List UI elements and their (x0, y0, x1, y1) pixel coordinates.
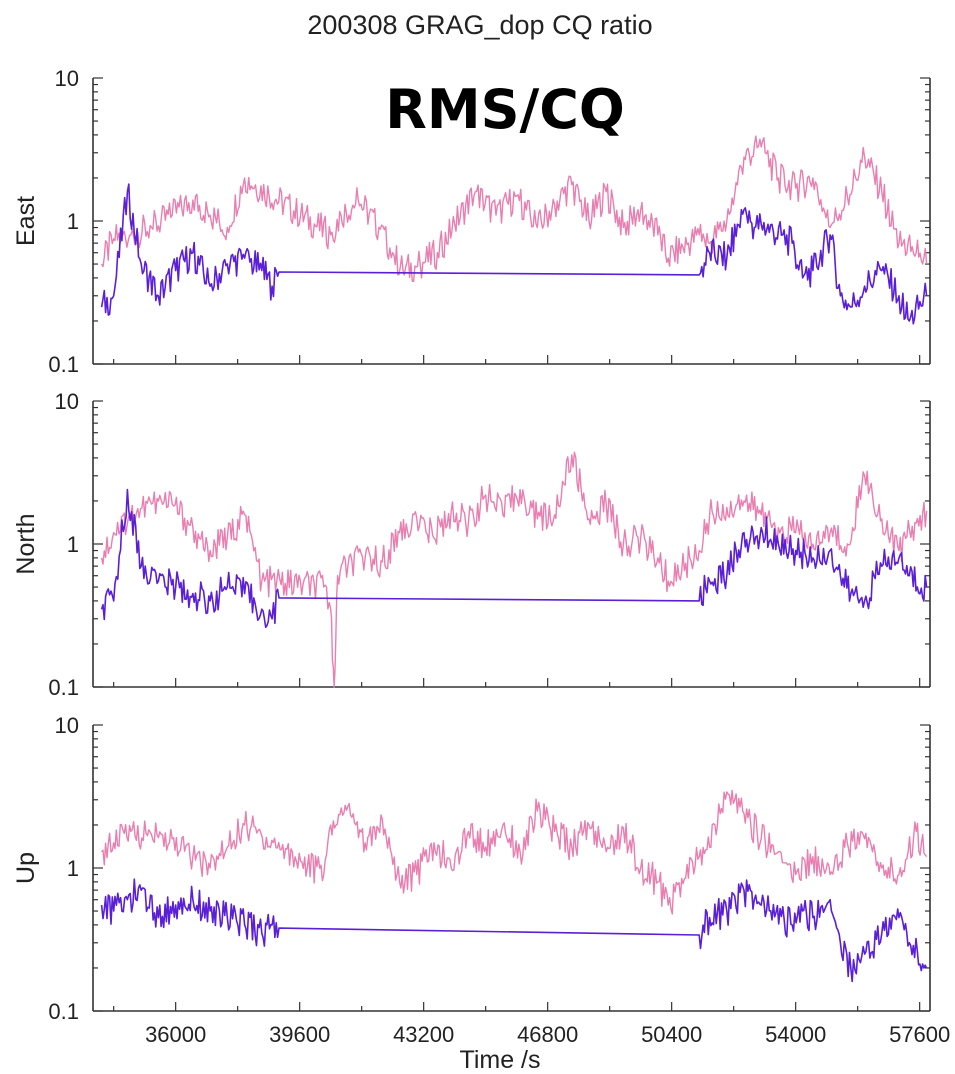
x-tick-label: 54000 (765, 1022, 826, 1047)
x-tick-label: 50400 (641, 1022, 702, 1047)
y-tick-label: 0.1 (48, 352, 79, 377)
y-tick-label: 10 (55, 66, 79, 91)
y-axis-label: North (12, 513, 40, 574)
rms-cq-annotation: RMS/CQ (385, 78, 624, 141)
x-tick-label: 43200 (393, 1022, 454, 1047)
y-tick-label: 10 (55, 713, 79, 738)
pink-series-line (101, 789, 928, 915)
chart-panels: 0.1 1 10 East 0.1 1 10 North 0.1 1 10 Up 36000 39600 4… (12, 66, 950, 1047)
x-tick-label: 39600 (269, 1022, 330, 1047)
pink-series-line (100, 451, 928, 688)
chart-title: 200308 GRAG_dop CQ ratio (307, 10, 652, 40)
panel-east: 0.1 1 10 East (12, 66, 931, 377)
pink-series-line (100, 135, 928, 282)
x-tick-label: 57600 (889, 1022, 950, 1047)
y-tick-label: 1 (67, 532, 79, 557)
y-tick-label: 1 (67, 856, 79, 881)
purple-series-line (100, 488, 928, 629)
y-tick-label: 1 (67, 209, 79, 234)
y-axis-label: Up (12, 852, 40, 884)
purple-series-line (100, 878, 928, 983)
x-axis-label: Time /s (459, 1046, 540, 1074)
x-tick-label: 36000 (145, 1022, 206, 1047)
y-tick-label: 0.1 (48, 675, 79, 700)
panel-up: 0.1 1 10 Up 36000 39600 43200 46800 50400 54000 57… (12, 713, 950, 1047)
y-axis-label: East (12, 196, 40, 246)
purple-series-line (100, 183, 928, 325)
panel-north: 0.1 1 10 North (12, 389, 931, 700)
y-tick-label: 10 (55, 389, 79, 414)
x-tick-label: 46800 (517, 1022, 578, 1047)
y-tick-label: 0.1 (48, 999, 79, 1024)
